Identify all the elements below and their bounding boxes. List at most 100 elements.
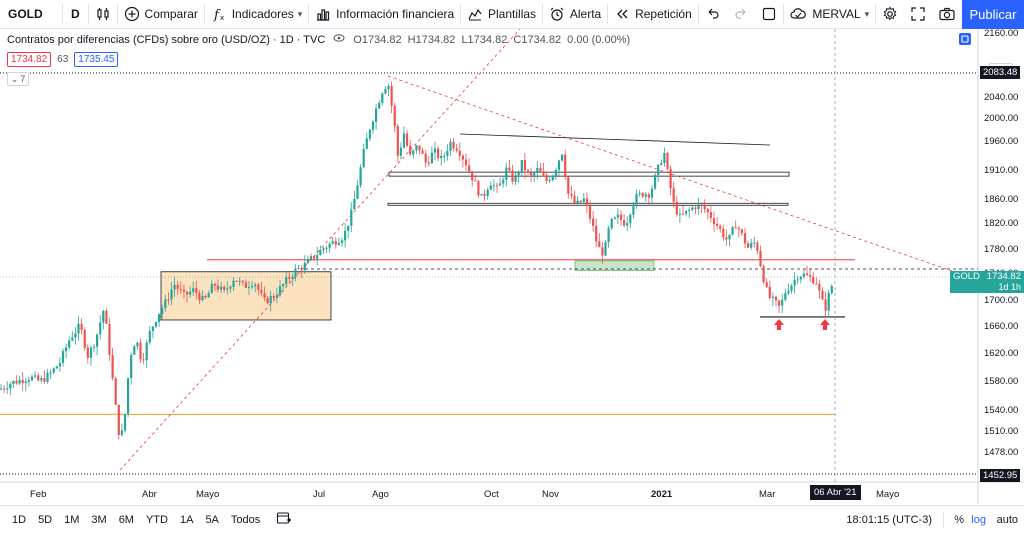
candle-body	[65, 347, 68, 352]
candle-body	[96, 334, 99, 347]
undo-button[interactable]	[699, 0, 727, 29]
candle-body	[161, 308, 164, 314]
candle-body	[173, 284, 176, 290]
candle-body	[406, 133, 409, 146]
candle-body	[743, 233, 747, 244]
candle-body	[756, 242, 759, 251]
candle-body	[350, 209, 353, 226]
ask-box[interactable]: 1735.45	[74, 52, 119, 67]
candle-body	[83, 329, 86, 348]
candle-body	[818, 283, 821, 291]
range-button-1a[interactable]: 1A	[179, 513, 194, 526]
candle-body	[595, 225, 598, 242]
chart-area[interactable]	[0, 29, 1024, 504]
settings-button[interactable]	[876, 0, 904, 29]
lock-scale-icon[interactable]	[958, 32, 972, 46]
candle-body	[213, 283, 216, 286]
candle-body	[672, 188, 675, 202]
percent-toggle[interactable]: %	[954, 514, 964, 526]
time-axis-label: Mar	[759, 489, 776, 500]
open-value: O1734.82	[353, 33, 402, 46]
fullscreen-button[interactable]	[904, 0, 932, 29]
range-button-6m[interactable]: 6M	[118, 513, 134, 526]
auto-toggle[interactable]: auto	[996, 514, 1018, 526]
candle-body	[778, 300, 781, 306]
divider	[203, 4, 205, 24]
range-button-1d[interactable]: 1D	[12, 513, 27, 526]
candle-body	[607, 228, 610, 243]
candle-body	[650, 188, 654, 198]
candle-body	[557, 160, 561, 171]
candle-body	[61, 351, 65, 364]
layout-toggle-button[interactable]	[755, 0, 783, 29]
candle-body	[111, 355, 114, 379]
calendar-range-icon[interactable]	[276, 511, 292, 528]
publish-button[interactable]: Publicar	[962, 0, 1024, 29]
range-button-5d[interactable]: 5D	[38, 513, 53, 526]
candle-body	[464, 159, 468, 166]
candle-body	[827, 292, 830, 311]
alert-button[interactable]: Alerta	[543, 0, 607, 29]
price-axis-label: 1780.00	[984, 244, 1019, 255]
symbol-label: GOLD	[8, 7, 43, 21]
candle-body	[681, 213, 685, 215]
candle-body	[179, 288, 182, 290]
candle-body	[229, 286, 232, 289]
candle-body	[551, 175, 554, 181]
compare-label: Comparar	[144, 7, 198, 21]
candle-body	[520, 159, 523, 173]
redo-button[interactable]	[727, 0, 755, 29]
snapshot-button[interactable]	[932, 0, 962, 29]
candle-body	[309, 256, 313, 260]
clock[interactable]: 18:01:15 (UTC-3)	[846, 514, 932, 526]
divider	[782, 4, 784, 24]
candle-body	[660, 163, 663, 165]
candle-body	[570, 193, 573, 196]
candle-body	[123, 413, 127, 431]
candle-body	[375, 108, 378, 122]
layout-name-button[interactable]: MERVAL ▾	[783, 0, 875, 29]
compare-button[interactable]: Comparar	[118, 0, 204, 29]
candle-body	[446, 150, 449, 156]
log-toggle[interactable]: log	[971, 514, 986, 526]
time-axis-label: Mayo	[876, 489, 900, 500]
candle-body	[189, 291, 192, 295]
range-button-todos[interactable]: Todos	[230, 513, 261, 526]
range-button-5a[interactable]: 5A	[205, 513, 219, 526]
low-value: L1734.82	[461, 33, 508, 46]
candle-body	[15, 380, 18, 384]
candle-body	[483, 194, 486, 196]
candle-body	[669, 168, 672, 189]
candle-body	[576, 200, 579, 204]
chart-type-button[interactable]	[89, 0, 117, 29]
candle-body	[604, 242, 607, 256]
financials-button[interactable]: Información financiera	[309, 0, 460, 29]
indicators-collapse-button[interactable]: ⌄ 7	[7, 72, 29, 86]
candle-body	[691, 207, 694, 210]
interval-button[interactable]: D	[63, 0, 88, 29]
candle-body	[34, 375, 37, 377]
candle-body	[325, 247, 328, 249]
eye-icon[interactable]	[333, 33, 345, 46]
candle-body	[638, 193, 641, 195]
interval-label: D	[70, 7, 80, 21]
candle-body	[443, 155, 446, 157]
templates-button[interactable]: Plantillas	[461, 0, 542, 29]
replay-button[interactable]: Repetición	[608, 0, 698, 29]
symbol-search[interactable]: GOLD	[0, 0, 62, 29]
time-axis-label: Mayo	[196, 489, 220, 500]
range-button-3m[interactable]: 3M	[91, 513, 107, 526]
candle-body	[223, 286, 226, 290]
bid-box[interactable]: 1734.82	[7, 52, 52, 67]
range-button-ytd[interactable]: YTD	[145, 513, 168, 526]
candle-body	[216, 285, 220, 290]
candle-body	[241, 280, 244, 283]
candle-body	[619, 214, 623, 221]
price-chart[interactable]	[0, 29, 1024, 504]
candle-body	[263, 293, 266, 298]
range-button-1m[interactable]: 1M	[64, 513, 80, 526]
orange-zone-box	[160, 271, 332, 321]
bar-chart-icon	[317, 9, 330, 21]
time-axis-label: Abr	[142, 489, 157, 500]
